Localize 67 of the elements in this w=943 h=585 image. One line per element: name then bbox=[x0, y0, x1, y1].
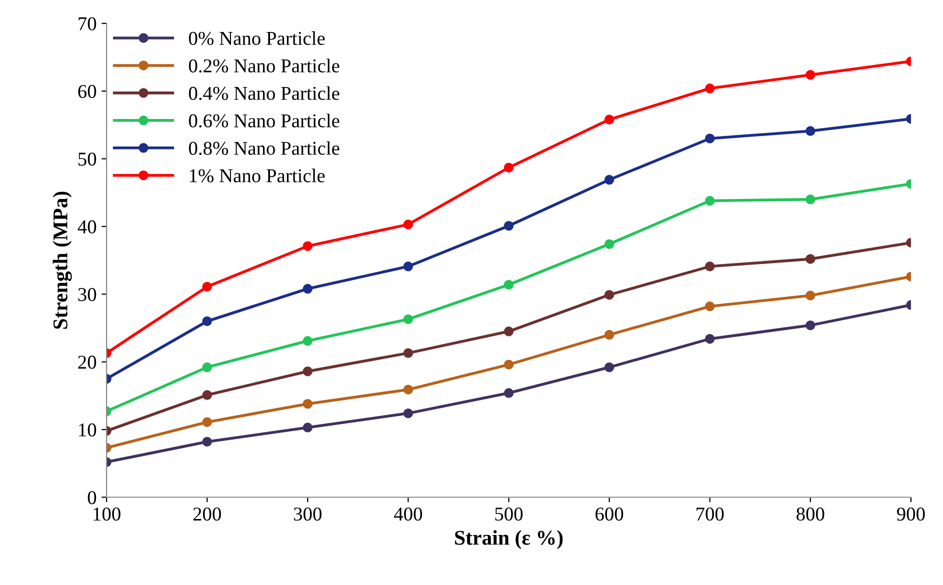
point bbox=[403, 314, 414, 324]
point bbox=[504, 388, 514, 398]
point bbox=[504, 326, 514, 336]
point bbox=[604, 330, 614, 340]
point bbox=[704, 196, 715, 206]
point bbox=[504, 162, 514, 172]
point bbox=[604, 290, 614, 300]
point bbox=[504, 280, 514, 290]
point bbox=[302, 366, 313, 376]
x-tick-label: 100 bbox=[94, 508, 120, 521]
point bbox=[302, 422, 313, 432]
y-tick-label: 0 bbox=[88, 491, 96, 504]
legend-label: 1% Nano Particle bbox=[190, 168, 325, 182]
y-axis-title: Strength (MPa) bbox=[52, 192, 72, 329]
legend-label: 0.2% Nano Particle bbox=[188, 58, 340, 73]
x-tick-label: 400 bbox=[394, 508, 422, 521]
point bbox=[202, 282, 212, 292]
x-tick-label: 900 bbox=[896, 508, 925, 521]
point bbox=[302, 398, 313, 409]
point bbox=[202, 362, 212, 372]
y-tick-label: 40 bbox=[78, 220, 96, 234]
point bbox=[302, 241, 313, 251]
x-tick-label: 200 bbox=[193, 508, 221, 521]
y-tick-label: 20 bbox=[78, 356, 96, 369]
y-tick-label: 10 bbox=[79, 423, 96, 436]
x-tick-label: 800 bbox=[796, 508, 824, 521]
x-tick-label: 500 bbox=[495, 508, 523, 521]
point bbox=[202, 417, 212, 427]
point bbox=[806, 320, 816, 330]
legend-label: 0.4% Nano Particle bbox=[188, 86, 340, 100]
point bbox=[403, 384, 414, 394]
point bbox=[604, 362, 614, 372]
x-tick-label: 700 bbox=[696, 508, 724, 521]
point bbox=[302, 284, 313, 294]
point bbox=[806, 126, 816, 136]
legend-label: 0.8% Nano Particle bbox=[188, 141, 340, 155]
x-axis-title: Strain (ε %) bbox=[455, 530, 563, 550]
legend-label: 0.6% Nano Particle bbox=[188, 114, 340, 128]
point bbox=[806, 254, 816, 264]
point bbox=[806, 290, 816, 300]
point bbox=[704, 262, 715, 272]
point bbox=[704, 84, 715, 94]
point bbox=[403, 262, 414, 272]
point bbox=[806, 194, 816, 204]
x-tick-label: 600 bbox=[596, 508, 624, 521]
y-tick-label: 50 bbox=[78, 152, 96, 166]
point bbox=[604, 174, 614, 185]
point bbox=[302, 336, 313, 346]
y-tick-label: 70 bbox=[78, 17, 96, 30]
point bbox=[604, 114, 614, 124]
point bbox=[403, 348, 414, 358]
point bbox=[202, 390, 212, 400]
point bbox=[704, 334, 715, 344]
point bbox=[504, 360, 514, 370]
x-tick-label: 300 bbox=[294, 508, 322, 521]
point bbox=[806, 70, 816, 80]
point bbox=[403, 408, 414, 418]
point bbox=[704, 134, 715, 144]
point bbox=[504, 220, 514, 231]
point bbox=[202, 316, 212, 326]
point bbox=[604, 239, 614, 249]
point bbox=[403, 220, 414, 230]
y-tick-label: 30 bbox=[78, 288, 96, 302]
y-tick-label: 60 bbox=[78, 84, 96, 98]
point bbox=[704, 301, 715, 312]
point bbox=[202, 436, 212, 447]
legend-label: 0% Nano Particle bbox=[188, 31, 325, 46]
